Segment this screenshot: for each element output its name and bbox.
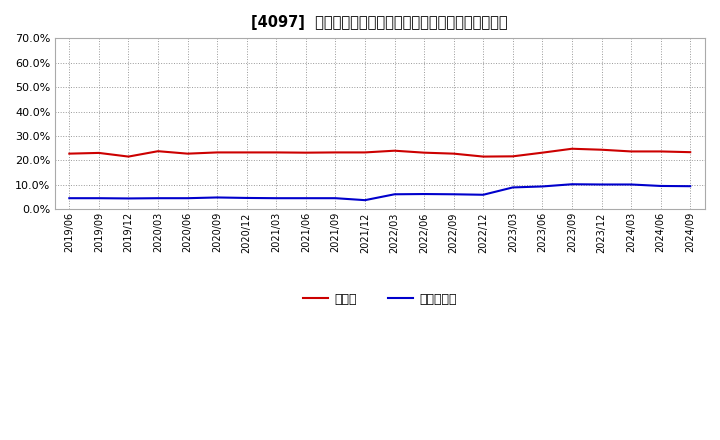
有利子負債 — [302, 195, 310, 201]
有利子負債 — [567, 182, 576, 187]
現領金 — [124, 154, 132, 159]
有利子負債 — [508, 185, 517, 190]
現領金 — [390, 148, 399, 154]
有利子負債 — [627, 182, 636, 187]
現領金 — [449, 151, 458, 156]
有利子負債 — [597, 182, 606, 187]
有利子負債 — [153, 195, 162, 201]
Line: 現領金: 現領金 — [69, 149, 690, 157]
現領金 — [508, 154, 517, 159]
有利子負債 — [213, 195, 222, 200]
現領金 — [420, 150, 428, 155]
Legend: 現領金, 有利子負債: 現領金, 有利子負債 — [298, 288, 462, 311]
Title: [4097]  現領金、有利子負債の総資産に対する比率の推移: [4097] 現領金、有利子負債の総資産に対する比率の推移 — [251, 15, 508, 30]
有利子負債 — [686, 183, 695, 189]
有利子負債 — [124, 196, 132, 201]
有利子負債 — [94, 195, 103, 201]
現領金 — [65, 151, 73, 156]
現領金 — [479, 154, 487, 159]
現領金 — [213, 150, 222, 155]
現領金 — [94, 150, 103, 156]
現領金 — [597, 147, 606, 152]
有利子負債 — [449, 192, 458, 197]
有利子負債 — [331, 195, 340, 201]
有利子負債 — [657, 183, 665, 189]
現領金 — [627, 149, 636, 154]
現領金 — [361, 150, 369, 155]
有利子負債 — [272, 195, 281, 201]
Line: 有利子負債: 有利子負債 — [69, 184, 690, 200]
現領金 — [302, 150, 310, 155]
現領金 — [184, 151, 192, 156]
現領金 — [567, 146, 576, 151]
有利子負債 — [538, 184, 546, 189]
有利子負債 — [243, 195, 251, 201]
有利子負債 — [361, 198, 369, 203]
現領金 — [538, 150, 546, 155]
現領金 — [686, 150, 695, 155]
有利子負債 — [479, 192, 487, 198]
有利子負債 — [390, 192, 399, 197]
現領金 — [243, 150, 251, 155]
現領金 — [657, 149, 665, 154]
現領金 — [153, 149, 162, 154]
有利子負債 — [65, 195, 73, 201]
有利子負債 — [420, 191, 428, 197]
有利子負債 — [184, 195, 192, 201]
現領金 — [272, 150, 281, 155]
現領金 — [331, 150, 340, 155]
